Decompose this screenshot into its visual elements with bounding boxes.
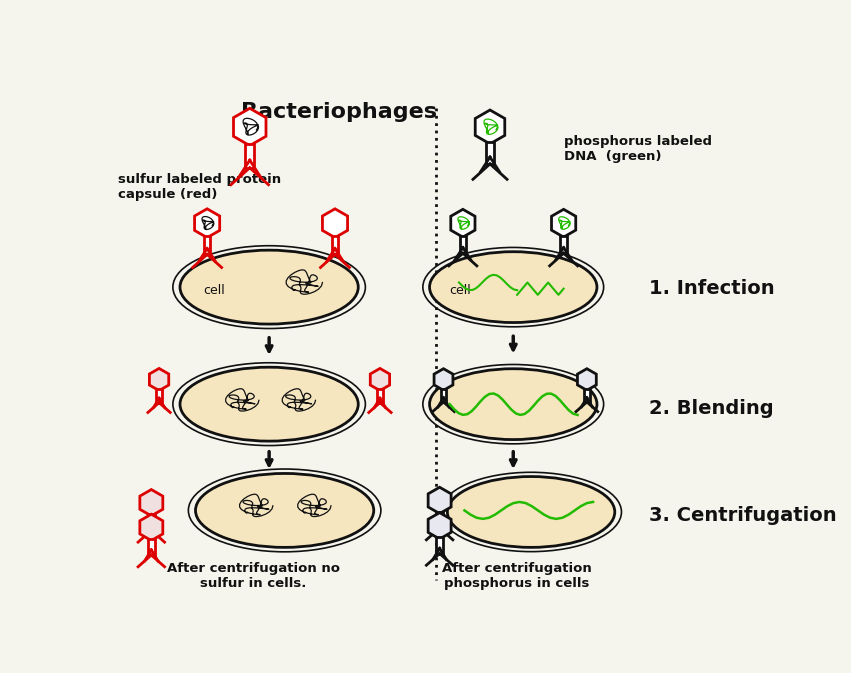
Text: 3. Centrifugation: 3. Centrifugation (648, 506, 837, 526)
Polygon shape (323, 209, 347, 238)
Polygon shape (434, 369, 453, 390)
Bar (204, 236, 210, 254)
Polygon shape (451, 209, 475, 237)
Polygon shape (140, 489, 163, 516)
Ellipse shape (180, 250, 358, 324)
Polygon shape (140, 514, 163, 540)
Polygon shape (551, 209, 576, 237)
Bar (460, 236, 466, 253)
Bar (157, 389, 162, 402)
Text: 2. Blending: 2. Blending (648, 398, 774, 417)
Polygon shape (428, 487, 451, 513)
Polygon shape (578, 369, 597, 390)
Polygon shape (195, 209, 220, 238)
Text: After centrifugation no
sulfur in cells.: After centrifugation no sulfur in cells. (167, 562, 340, 590)
Text: cell: cell (203, 284, 225, 297)
Bar (148, 539, 155, 555)
Polygon shape (475, 110, 505, 144)
Ellipse shape (448, 476, 614, 547)
Polygon shape (370, 368, 390, 390)
Bar (486, 143, 494, 164)
Bar (437, 538, 443, 553)
Ellipse shape (430, 252, 597, 322)
Text: After centrifugation
phosphorus in cells: After centrifugation phosphorus in cells (443, 562, 592, 590)
Text: cell: cell (449, 284, 471, 297)
Bar (377, 389, 383, 402)
Bar (584, 389, 590, 402)
Text: phosphorus labeled
DNA  (green): phosphorus labeled DNA (green) (563, 135, 711, 163)
Polygon shape (428, 513, 451, 539)
Bar (245, 144, 254, 168)
Polygon shape (150, 368, 168, 390)
Bar (561, 236, 567, 253)
Text: sulfur labeled protein
capsule (red): sulfur labeled protein capsule (red) (118, 173, 281, 201)
Bar (437, 512, 443, 528)
Polygon shape (233, 108, 266, 145)
Bar (441, 389, 446, 402)
Text: 1. Infection: 1. Infection (648, 279, 774, 298)
Bar (148, 514, 155, 530)
Ellipse shape (196, 474, 374, 547)
Text: Bacteriophages: Bacteriophages (241, 102, 437, 122)
Ellipse shape (430, 369, 597, 439)
Ellipse shape (180, 367, 358, 441)
Bar (332, 236, 339, 254)
